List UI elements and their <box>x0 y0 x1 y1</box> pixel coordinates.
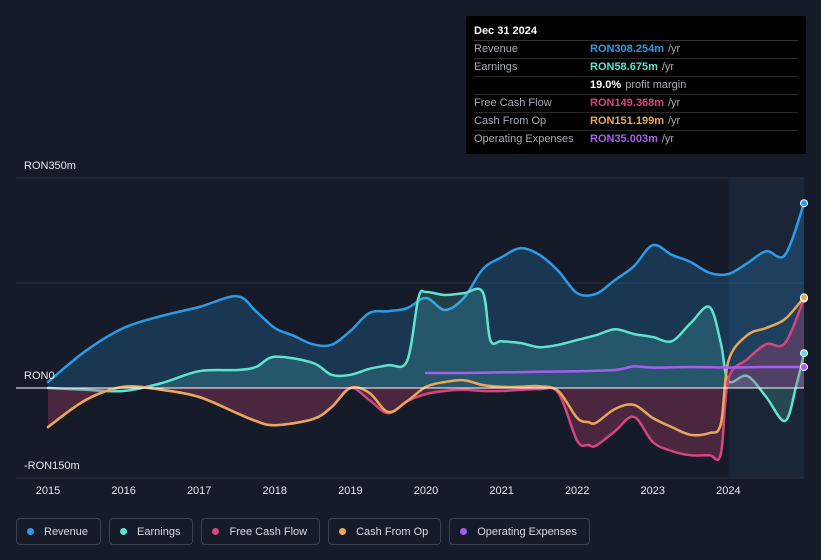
tooltip-row: Earnings RON58.675m/yr <box>474 59 798 77</box>
legend-dot-icon <box>339 528 347 535</box>
fcf-area <box>48 298 804 460</box>
legend-dot-icon <box>27 528 34 535</box>
legend-label: Revenue <box>44 525 89 538</box>
tooltip-date: Dec 31 2024 <box>474 16 798 41</box>
legend-dot-icon <box>460 528 468 535</box>
x-tick-2019: 2019 <box>338 485 363 497</box>
y-axis-label-bottom: -RON150m <box>24 460 80 472</box>
legend-item-earnings[interactable]: Earnings <box>109 518 194 545</box>
tooltip-row-unit: profit margin <box>625 79 687 91</box>
tooltip-rows: Revenue RON308.254m/yr Earnings RON58.675m /… <box>474 41 798 148</box>
legend-label: Operating Expenses <box>477 525 577 538</box>
x-tick-2017: 2017 <box>186 485 212 497</box>
legend-item-operating-expenses[interactable]: Operating Expenses <box>449 518 590 545</box>
cfo-end-point <box>800 293 808 302</box>
tooltip-row-unit: /yr <box>668 43 681 55</box>
tooltip-row-unit: /yr <box>668 97 681 109</box>
tooltip-row: Revenue RON308.254m/yr <box>474 41 798 59</box>
tooltip-row-value: RON58.675m <box>590 61 658 73</box>
tooltip-row: 19.0% profit margin <box>474 77 798 95</box>
series-layer <box>46 201 806 462</box>
end-markers <box>800 199 808 371</box>
earnings-area <box>48 288 804 422</box>
tooltip-row-label: Revenue <box>474 43 519 55</box>
x-tick-2023: 2023 <box>640 485 666 497</box>
tooltip-row-label: Operating Expenses <box>474 133 574 145</box>
legend-dot-icon <box>120 528 128 535</box>
tooltip-row-value: RON308.254m <box>590 43 664 55</box>
earnings-line <box>46 287 806 423</box>
data-tooltip: Dec 31 2024 Revenue RON308.254m/yr Earning… <box>466 16 806 154</box>
x-tick-2020: 2020 <box>413 485 439 497</box>
x-tick-2022: 2022 <box>564 485 590 497</box>
tooltip-row-unit: /yr <box>661 61 675 73</box>
tooltip-row-label: Cash From Op <box>474 115 547 127</box>
y-axis-label-zero: RON0 <box>24 370 55 382</box>
x-tick-2016: 2016 <box>111 485 136 497</box>
tooltip-row: Cash From Op RON151.199m/yr <box>474 113 798 131</box>
legend-label: Free Cash Flow <box>229 525 308 538</box>
tooltip-row-unit: /yr <box>668 115 681 127</box>
cfo-line <box>46 296 806 437</box>
y-axis-label-top: RON350m <box>24 160 76 172</box>
legend-item-free-cash-flow[interactable]: Free Cash Flow <box>201 518 321 545</box>
x-tick-2018: 2018 <box>262 485 288 497</box>
revenue-line <box>46 201 806 384</box>
opex-line <box>424 365 806 375</box>
tooltip-row-label: Free Cash Flow <box>474 97 552 109</box>
chart-legend: Revenue Earnings Free Cash Flow Cash From O… <box>16 518 598 545</box>
legend-item-revenue[interactable]: Revenue <box>16 518 102 545</box>
x-tick-2021: 2021 <box>489 485 514 497</box>
tooltip-row-label <box>474 77 590 94</box>
x-tick-2024: 2024 <box>716 485 741 497</box>
tooltip-row-value: RON35.003m <box>590 133 658 145</box>
opex-end-point <box>800 363 808 371</box>
tooltip-row-value: RON151.199m <box>590 115 664 127</box>
tooltip-row: Operating Expenses RON35.003m/yr <box>474 131 798 148</box>
legend-dot-icon <box>212 528 220 535</box>
earnings-end-point <box>800 349 808 358</box>
revenue-area <box>48 203 804 388</box>
legend-label: Earnings <box>137 525 181 538</box>
legend-item-cash-from-op[interactable]: Cash From Op <box>328 518 442 545</box>
revenue-end-point <box>800 199 808 208</box>
tooltip-row-value: 19.0% <box>590 79 622 91</box>
tooltip-row-label: Earnings <box>474 61 518 73</box>
tooltip-row: Free Cash Flow RON149.368m/yr <box>474 95 798 113</box>
tooltip-row-unit: /yr <box>661 133 675 145</box>
x-tick-2015: 2015 <box>35 485 61 497</box>
tooltip-row-value: RON149.368m <box>590 97 664 109</box>
legend-label: Cash From Op <box>356 525 429 538</box>
